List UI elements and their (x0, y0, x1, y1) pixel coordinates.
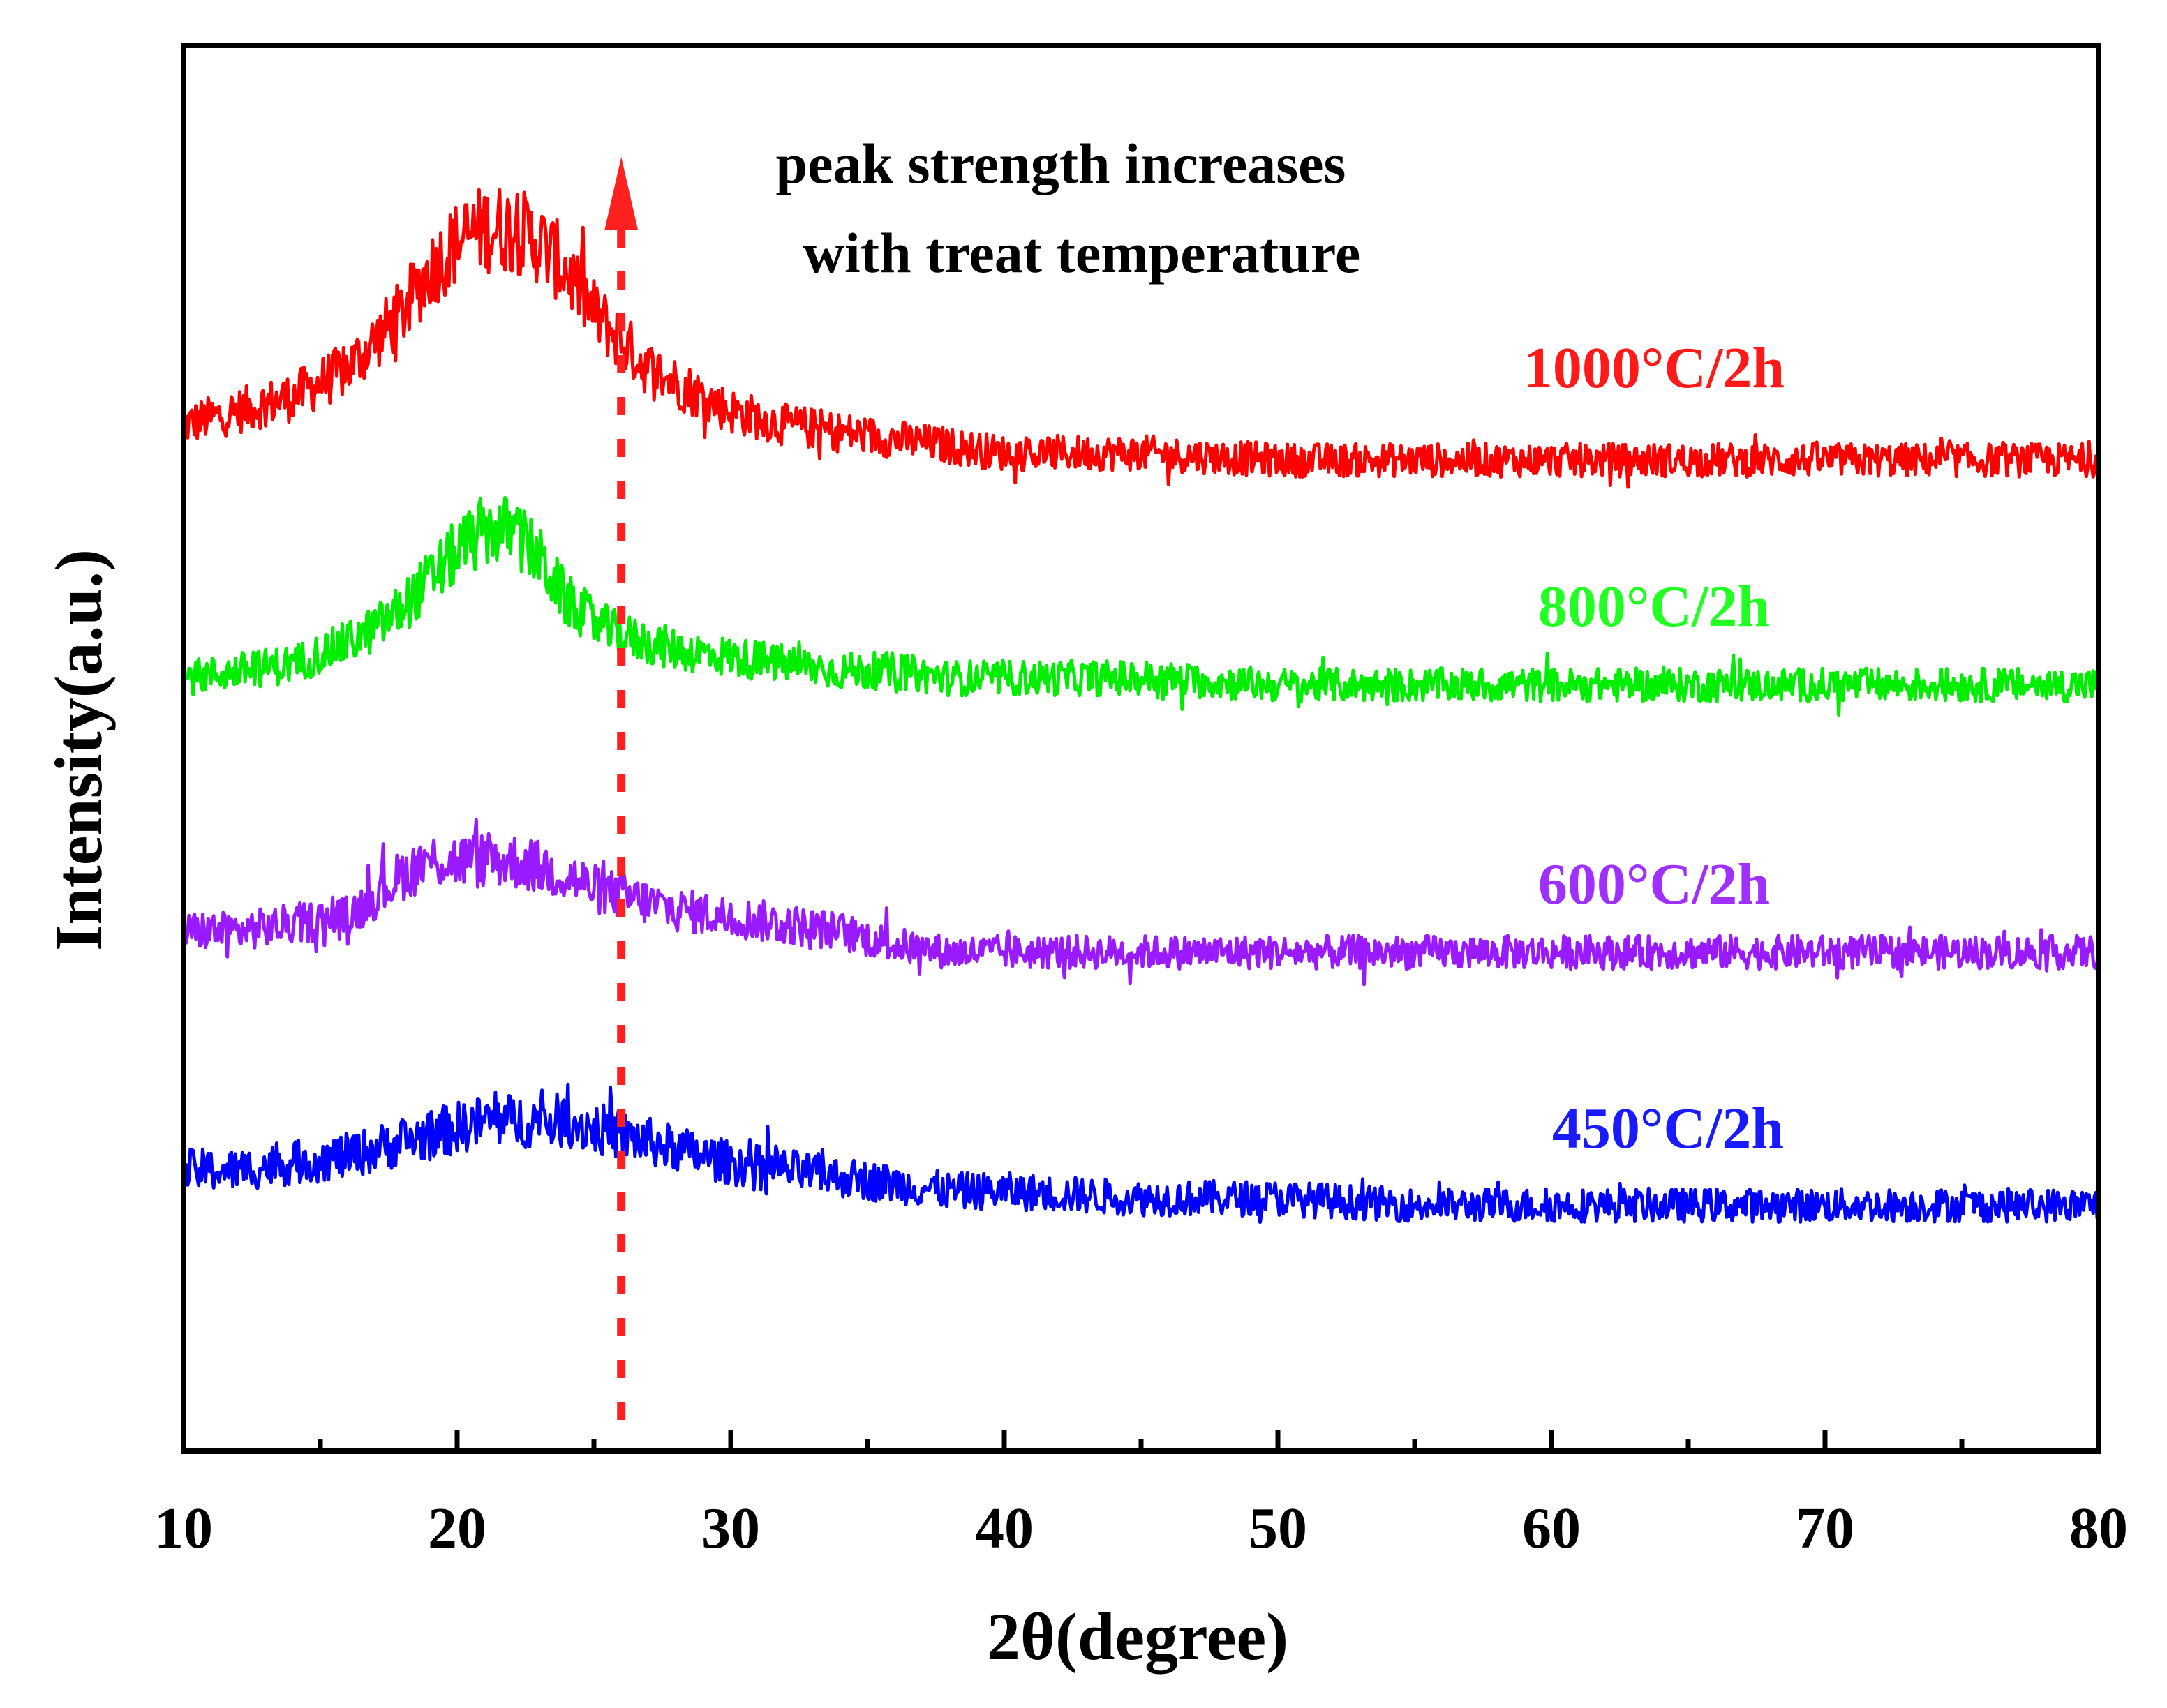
series-line-0 (183, 188, 2100, 489)
x-tick-label: 20 (428, 1496, 486, 1561)
series-label-800: 800°C/2h (1538, 574, 1770, 639)
series-layer (181, 188, 2101, 1224)
series-label-1000: 1000°C/2h (1524, 336, 1785, 400)
x-tick-label: 30 (701, 1496, 760, 1561)
series-line-1 (181, 495, 2101, 717)
x-tick-label: 70 (1796, 1496, 1854, 1561)
series-label-450: 450°C/2h (1552, 1096, 1784, 1161)
x-tick-label: 80 (2069, 1496, 2128, 1561)
y-axis-title: Intensity(a.u.) (41, 549, 116, 951)
annotation-line-2: with treat temperature (803, 221, 1360, 285)
x-axis-title: 2θ(degree) (987, 1599, 1288, 1674)
x-ticks (181, 1430, 2101, 1451)
series-line-3 (181, 1082, 2101, 1224)
x-tick-label: 40 (975, 1496, 1034, 1561)
x-tick-label: 50 (1249, 1496, 1307, 1561)
x-tick-labels: 10 20 30 40 50 60 70 80 (154, 1496, 2128, 1561)
x-tick-label: 10 (154, 1496, 213, 1561)
annotation-layer (604, 157, 639, 1420)
annotation-arrow-head (604, 157, 639, 230)
annotation-line-1: peak strength increases (776, 132, 1346, 195)
series-line-2 (181, 818, 2101, 987)
series-label-600: 600°C/2h (1538, 852, 1770, 917)
x-tick-label: 60 (1522, 1496, 1581, 1561)
